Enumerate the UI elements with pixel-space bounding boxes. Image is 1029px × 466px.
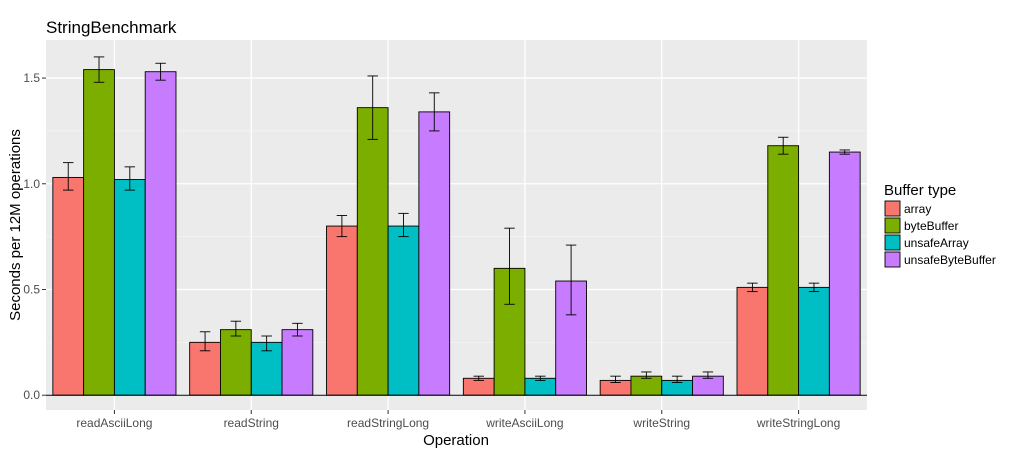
x-tick-label-writeStringLong: writeStringLong xyxy=(756,416,840,430)
bar-byteBuffer-writeStringLong xyxy=(767,145,800,396)
legend-label-byteBuffer: byteBuffer xyxy=(904,219,958,233)
bar-unsafeByteBuffer-readStringLong xyxy=(418,111,451,396)
bar-unsafeArray-writeStringLong xyxy=(798,286,830,396)
x-tick-label-readStringLong: readStringLong xyxy=(347,416,429,430)
x-tick-label-readAsciiLong: readAsciiLong xyxy=(76,416,152,430)
x-axis-title: Operation xyxy=(423,432,489,449)
chart-title: StringBenchmark xyxy=(46,18,177,37)
legend-key-array xyxy=(884,200,901,217)
y-axis-title: Seconds per 12M operations xyxy=(7,129,24,321)
bar-array-readStringLong xyxy=(326,225,358,396)
bar-unsafeByteBuffer-writeString xyxy=(692,375,724,396)
bar-byteBuffer-writeString xyxy=(630,375,663,396)
bar-byteBuffer-readAsciiLong xyxy=(83,69,115,396)
bar-unsafeArray-readStringLong xyxy=(387,225,420,396)
bar-byteBuffer-readStringLong xyxy=(356,107,389,396)
bar-byteBuffer-readString xyxy=(220,329,252,396)
bar-unsafeArray-readAsciiLong xyxy=(113,179,146,396)
legend-key-byteBuffer xyxy=(884,217,901,234)
legend-label-unsafeArray: unsafeArray xyxy=(904,236,969,250)
bar-array-writeStringLong xyxy=(736,286,769,396)
x-tick-label-writeAsciiLong: writeAsciiLong xyxy=(485,416,563,430)
error-bars xyxy=(46,56,867,396)
y-tick-label: 0.0 xyxy=(23,388,40,402)
bar-unsafeByteBuffer-writeStringLong xyxy=(828,151,861,396)
x-tick-label-writeString: writeString xyxy=(632,416,690,430)
bar-array-readAsciiLong xyxy=(52,176,85,396)
x-tick-label-readString: readString xyxy=(224,416,279,430)
bars xyxy=(52,69,861,396)
y-tick-label: 0.5 xyxy=(23,282,40,296)
y-axis: 0.0 0.5 1.0 1.5 xyxy=(23,71,46,402)
legend-label-unsafeByteBuffer: unsafeByteBuffer xyxy=(904,253,996,267)
legend-key-unsafeByteBuffer xyxy=(884,251,901,268)
y-tick-label: 1.0 xyxy=(23,177,40,191)
legend: Buffer type array byteBuffer unsafeArray un… xyxy=(884,182,996,268)
bar-unsafeByteBuffer-readString xyxy=(281,329,314,396)
legend-key-unsafeArray xyxy=(884,234,901,251)
legend-label-array: array xyxy=(904,202,931,216)
bar-unsafeByteBuffer-readAsciiLong xyxy=(144,71,177,396)
legend-title: Buffer type xyxy=(884,182,956,199)
plot-panel xyxy=(46,40,867,410)
x-axis: readAsciiLong readString readStringLong wri… xyxy=(76,410,840,430)
y-tick-label: 1.5 xyxy=(23,71,40,85)
